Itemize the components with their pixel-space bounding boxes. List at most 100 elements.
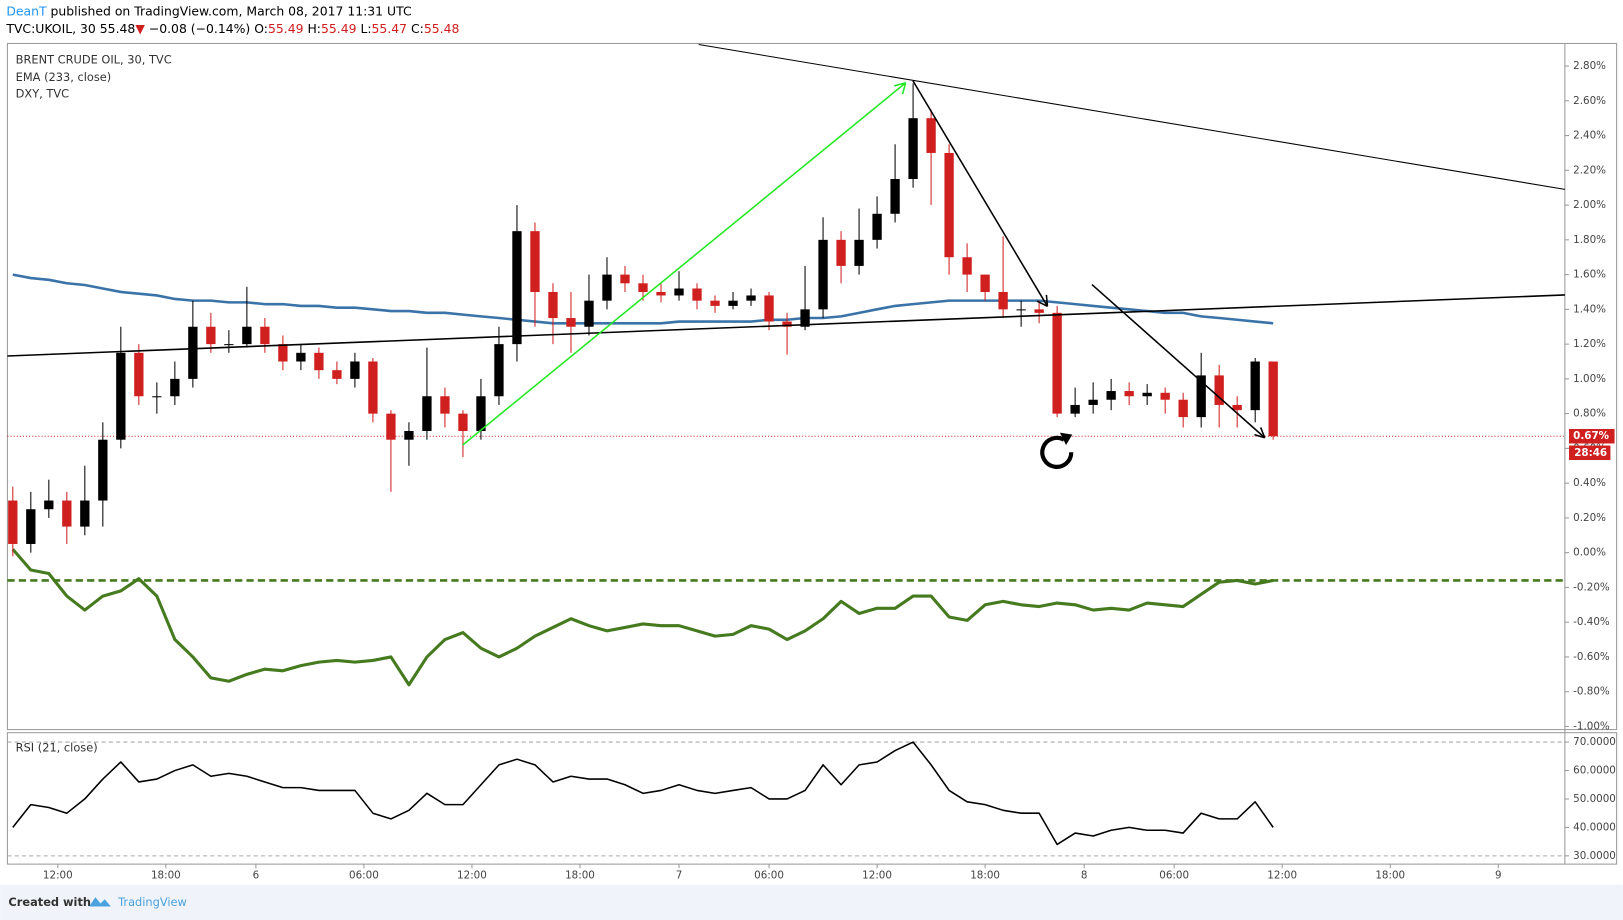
candle-body [1124, 391, 1134, 397]
candle-body [800, 309, 810, 327]
o-label: O: [254, 20, 268, 35]
y-tick-label: 40.0000 [1573, 821, 1616, 833]
candle-body [998, 291, 1008, 310]
candle-body [62, 500, 72, 527]
change: −0.08 (−0.14%) [149, 20, 250, 35]
c-label: C: [411, 20, 424, 35]
candle-body [332, 370, 342, 379]
candle-body [638, 283, 648, 292]
footer-brand[interactable]: TradingView [117, 895, 187, 909]
candle-body [944, 152, 954, 258]
x-tick-label: 12:00 [43, 870, 73, 882]
candle-body [296, 352, 306, 362]
rsi-line [12, 741, 1274, 846]
y-tick-label: 1.60% [1573, 269, 1606, 281]
candle-body [404, 431, 414, 440]
y-tick-label: -0.60% [1573, 651, 1610, 663]
candle-body [152, 396, 162, 398]
candle-body [440, 396, 450, 414]
trend-line [698, 43, 1565, 190]
last-price-box [1569, 428, 1615, 444]
candle-body [728, 300, 738, 306]
x-tick-label: 18:00 [1375, 870, 1405, 882]
candle-body [1178, 399, 1188, 418]
author[interactable]: DeanT [6, 3, 47, 18]
candle-body [890, 179, 900, 214]
y-tick-label: -0.20% [1573, 581, 1610, 593]
candle-body [206, 326, 216, 345]
candle-body [278, 344, 288, 362]
candle-body [1142, 392, 1152, 397]
y-tick-label: 2.60% [1573, 95, 1606, 107]
candle-body [458, 413, 468, 432]
countdown: 28:46 [1574, 447, 1607, 459]
candle-body [980, 274, 990, 292]
x-tick-label: 8 [1081, 870, 1088, 882]
candle-body [1196, 375, 1206, 418]
ticker-line: TVC:UKOIL, 30 55.48▼ −0.08 (−0.14%) O:55… [5, 20, 459, 35]
x-tick-label: 06:00 [349, 870, 379, 882]
candle-body [692, 288, 702, 301]
x-tick-label: 7 [676, 870, 683, 882]
y-tick-label: 2.20% [1573, 164, 1606, 176]
candle-body [1250, 361, 1260, 411]
y-tick-label: -0.80% [1573, 686, 1610, 698]
candle-body [710, 300, 720, 306]
pane-title: RSI (21, close) [16, 741, 98, 755]
arrow-line [462, 82, 907, 446]
candle-body [188, 326, 198, 379]
candle-body [242, 326, 252, 345]
x-tick-label: 18:00 [565, 870, 595, 882]
y-tick-label: 30.0000 [1573, 850, 1616, 862]
candle-body [386, 413, 396, 440]
candle-body [8, 500, 18, 544]
h: 55.49 [321, 20, 357, 35]
candle-body [818, 239, 828, 310]
y-tick-label: 0.40% [1573, 477, 1606, 489]
pane-title: BRENT CRUDE OIL, 30, TVC [16, 53, 172, 67]
candle-body [80, 500, 90, 527]
rsi-pane [6, 732, 1618, 865]
brand-icon [89, 897, 111, 907]
candle-body [314, 352, 324, 371]
x-tick-label: 12:00 [862, 870, 892, 882]
y-tick-label: 70.0000 [1573, 736, 1616, 748]
c: 55.48 [424, 20, 460, 35]
candle-body [368, 361, 378, 414]
candle-body [602, 274, 612, 301]
y-tick-label: 1.00% [1573, 373, 1606, 385]
dxy-line [11, 548, 1274, 687]
footer-created: Created with [8, 895, 91, 909]
x-tick-label: 18:00 [151, 870, 181, 882]
y-tick-label: -1.00% [1573, 720, 1610, 732]
candle-body [962, 257, 972, 275]
arrow-head [894, 82, 907, 95]
candle-body [782, 321, 792, 327]
x-tick-label: 6 [253, 870, 260, 882]
x-tick-label: 18:00 [970, 870, 1000, 882]
y-tick-label: 1.40% [1573, 303, 1606, 315]
candle-body [1016, 309, 1026, 311]
symbol: TVC:UKOIL, 30 [5, 20, 96, 35]
candle-body [926, 118, 936, 153]
arrow-head [1254, 427, 1266, 439]
x-tick-label: 9 [1495, 870, 1502, 882]
candle-body [872, 213, 882, 240]
legend-entry: EMA (233, close) [16, 70, 112, 84]
arrow-line [1091, 284, 1266, 439]
x-tick-label: 12:00 [1267, 870, 1297, 882]
candle-body [260, 326, 270, 345]
candle-body [836, 239, 846, 266]
x-tick-label: 06:00 [754, 870, 784, 882]
y-tick-label: 60.0000 [1573, 765, 1616, 777]
rotate-icon [1040, 435, 1074, 469]
plot: BRENT CRUDE OIL, 30, TVC EMA (233, close)… [7, 53, 1616, 882]
candle-body [1106, 391, 1116, 400]
candle-body [1034, 309, 1044, 313]
y-tick-label: -0.40% [1573, 616, 1610, 628]
candle-body [422, 396, 432, 432]
x-tick-label: 06:00 [1159, 870, 1189, 882]
candle-body [746, 295, 756, 301]
